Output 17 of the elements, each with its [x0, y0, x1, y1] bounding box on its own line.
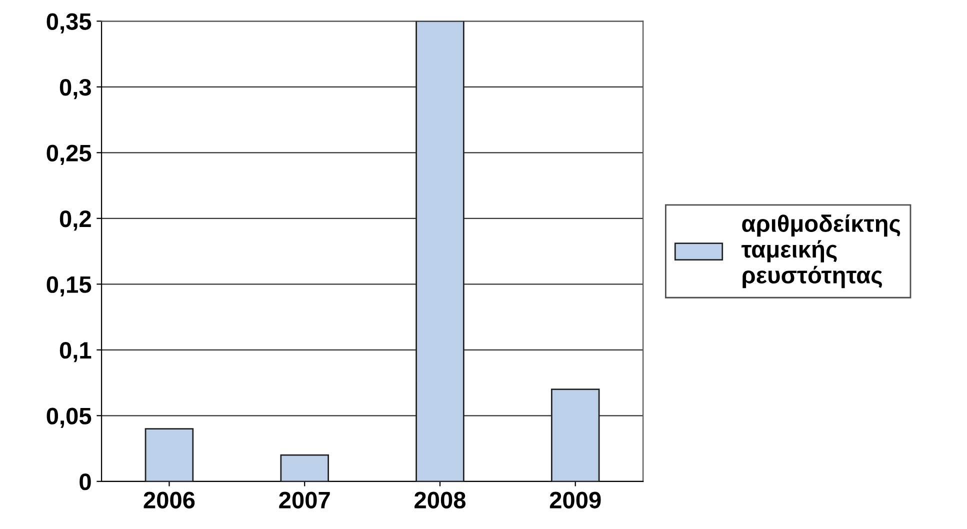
x-tick-label: 2009 [550, 492, 601, 508]
y-tick-label: 0,35 [46, 13, 92, 34]
y-tick-label: 0,2 [60, 210, 91, 231]
bar [550, 388, 600, 482]
bar [144, 428, 194, 482]
y-tick-label: 0,1 [60, 342, 92, 362]
x-tick-label: 2006 [144, 492, 195, 508]
legend-label: αριθμοδείκτης ταμεικής ρευστότητας [741, 214, 900, 288]
x-tick-label: 2008 [414, 492, 466, 508]
y-tick-label: 0,3 [60, 78, 91, 100]
y-tick-label: 0,25 [46, 144, 92, 165]
y-tick-label: 0,05 [46, 408, 92, 428]
bar [416, 21, 464, 482]
x-tick-label: 2007 [279, 492, 330, 508]
bar [280, 454, 329, 482]
y-tick-label: 0,15 [46, 276, 92, 296]
y-tick-label: 0 [80, 473, 91, 490]
